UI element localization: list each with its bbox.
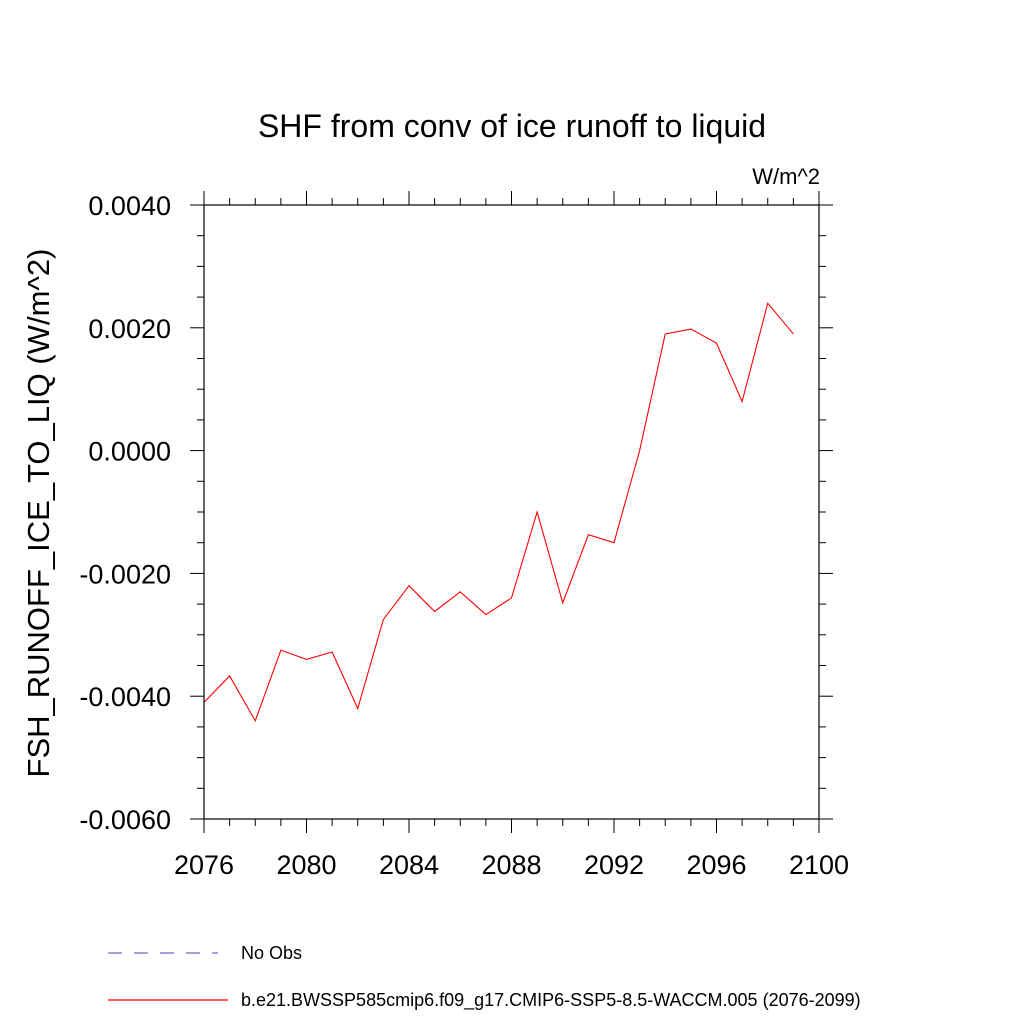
y-tick-label: -0.0040 <box>79 682 171 712</box>
axis-ticks <box>190 191 833 833</box>
x-tick-label: 2092 <box>584 850 644 880</box>
chart-title: SHF from conv of ice runoff to liquid <box>258 108 766 144</box>
series-layer <box>203 302 794 723</box>
y-tick-label: 0.0020 <box>88 314 171 344</box>
x-tick-label: 2096 <box>686 850 746 880</box>
legend-label-no-obs: No Obs <box>241 943 302 963</box>
y-tick-label: -0.0020 <box>79 559 171 589</box>
x-tick-label: 2100 <box>789 850 849 880</box>
legend: No Obs b.e21.BWSSP585cmip6.f09_g17.CMIP6… <box>108 943 861 1011</box>
y-axis-label: FSH_RUNOFF_ICE_TO_LIQ (W/m^2) <box>21 249 56 778</box>
x-tick-label: 2076 <box>174 850 234 880</box>
y-tick-label: 0.0000 <box>88 437 171 467</box>
y-tick-label: -0.0060 <box>79 805 171 835</box>
y-tick-label: 0.0040 <box>88 191 171 221</box>
legend-label-model: b.e21.BWSSP585cmip6.f09_g17.CMIP6-SSP5-8… <box>241 990 861 1011</box>
tick-labels: 2076 2080 2084 2088 2092 2096 2100 0.0040 0.0020… <box>79 191 849 880</box>
series-line <box>203 302 794 723</box>
x-tick-label: 2080 <box>276 850 336 880</box>
x-tick-label: 2088 <box>481 850 541 880</box>
units-label: W/m^2 <box>752 164 820 189</box>
x-tick-label: 2084 <box>379 850 439 880</box>
plot-frame <box>203 204 820 820</box>
